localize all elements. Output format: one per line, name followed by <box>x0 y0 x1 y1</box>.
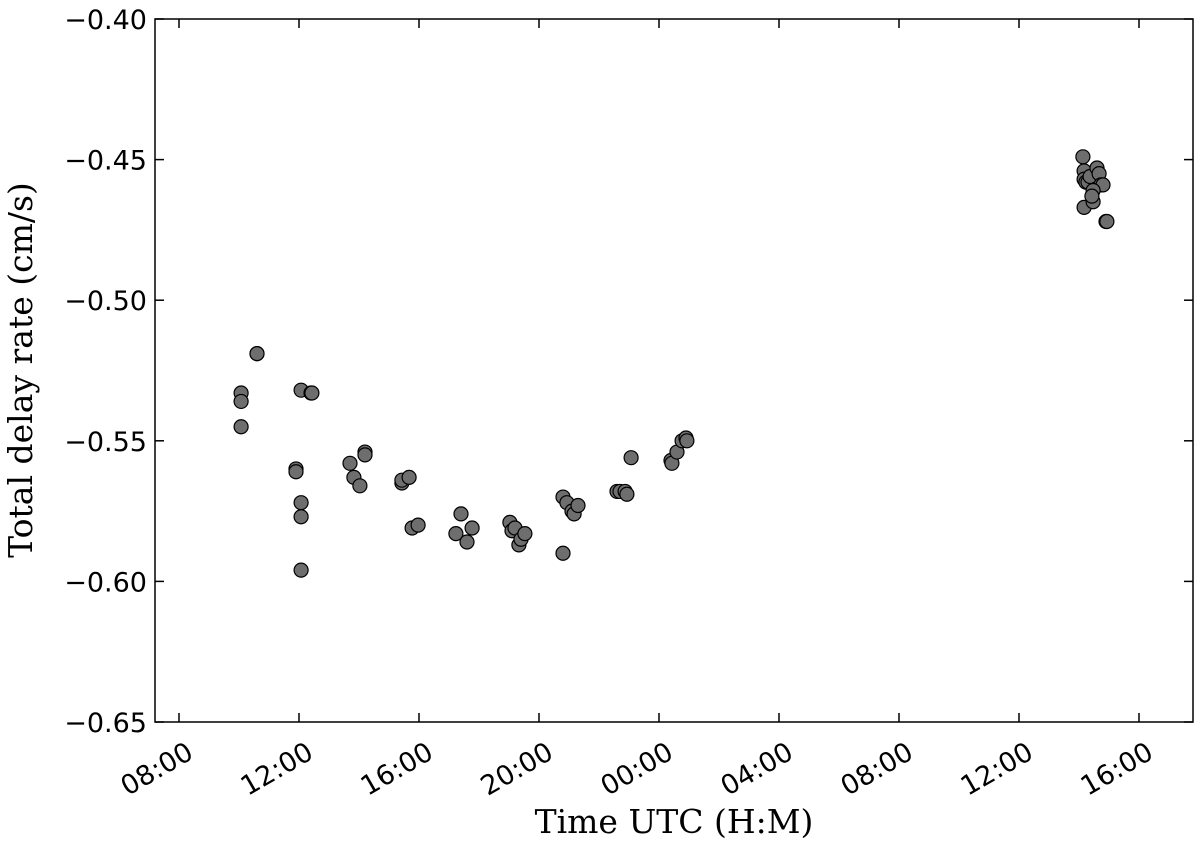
x-tick-label: 16:00 <box>356 737 439 803</box>
x-tick-label: 08:00 <box>116 737 199 803</box>
point <box>679 433 695 449</box>
point <box>1084 188 1100 204</box>
point <box>288 464 304 480</box>
point <box>464 520 480 536</box>
x-axis-label: Time UTC (H:M) <box>535 802 814 841</box>
point <box>249 346 265 362</box>
y-tick-label: −0.55 <box>64 427 147 458</box>
y-tick-label: −0.60 <box>64 567 147 598</box>
point <box>233 393 249 410</box>
point <box>448 525 464 542</box>
point <box>619 486 635 502</box>
y-tick-label: −0.40 <box>64 5 147 36</box>
point <box>293 495 309 511</box>
y-axis-label: Total delay rate (cm/s) <box>1 182 40 558</box>
point <box>1099 213 1115 230</box>
point <box>233 419 249 435</box>
point <box>517 525 533 542</box>
plot-frame <box>154 18 1194 723</box>
point <box>293 562 309 578</box>
point <box>1075 149 1091 165</box>
point <box>304 385 320 401</box>
point <box>453 506 469 522</box>
x-tick-label: 08:00 <box>836 737 919 803</box>
point <box>352 478 368 494</box>
y-tick-label: −0.50 <box>64 286 147 317</box>
point <box>570 497 586 514</box>
y-tick-label: −0.45 <box>64 146 147 177</box>
point <box>293 509 309 525</box>
point <box>555 545 571 561</box>
y-tick-label: −0.65 <box>64 708 147 739</box>
point <box>401 469 417 485</box>
point <box>342 455 358 471</box>
x-tick-label: 12:00 <box>236 737 319 803</box>
point <box>357 447 373 463</box>
x-tick-label: 12:00 <box>956 737 1039 803</box>
point <box>623 450 639 466</box>
x-tick-label: 20:00 <box>476 737 559 803</box>
point <box>459 534 475 550</box>
x-tick-label: 00:00 <box>596 737 679 803</box>
point <box>410 517 426 533</box>
x-tick-label: 16:00 <box>1076 737 1159 803</box>
x-tick-label: 04:00 <box>716 737 799 803</box>
